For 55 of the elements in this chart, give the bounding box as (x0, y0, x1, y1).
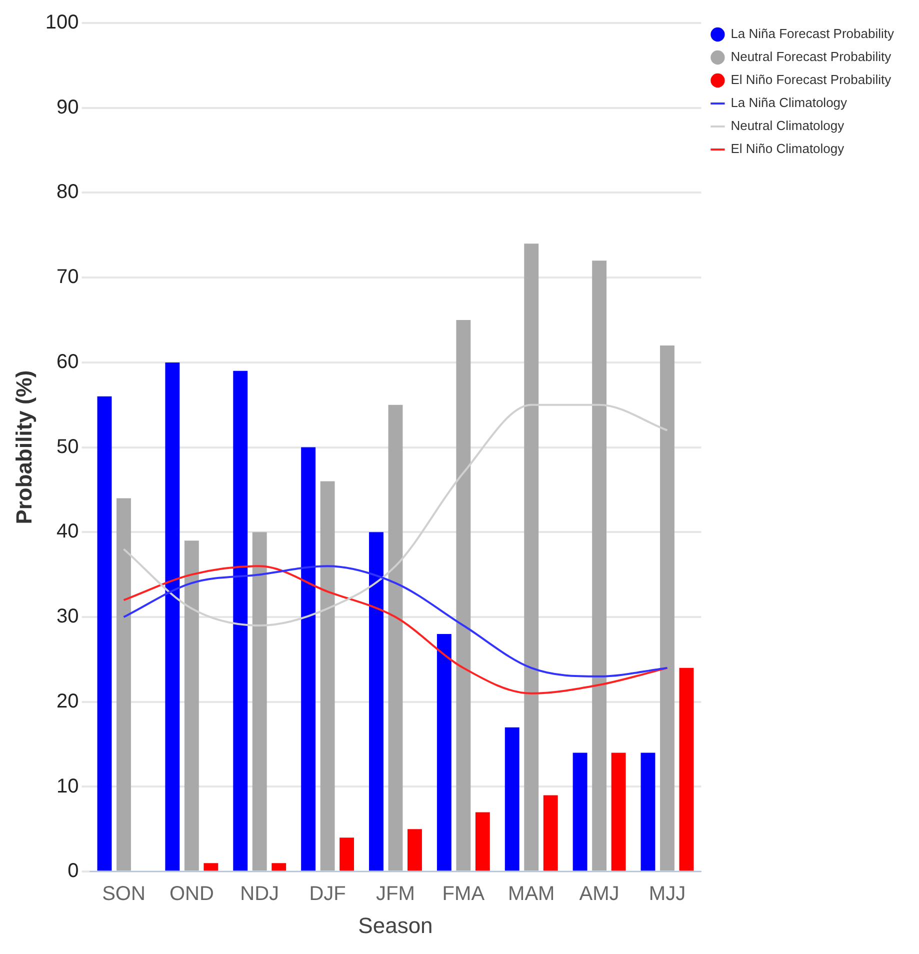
bar (679, 668, 694, 871)
bar (204, 863, 218, 871)
bar (272, 863, 286, 871)
legend-label: El Niño Climatology (730, 141, 845, 156)
legend-label: Neutral Climatology (730, 118, 845, 134)
bar (611, 752, 626, 871)
bar (660, 345, 674, 871)
line-series (122, 404, 668, 627)
bar (475, 812, 490, 871)
bar (524, 244, 539, 871)
x-tick-label: OND (169, 883, 214, 906)
bar (252, 532, 267, 871)
y-tick-label: 0 (68, 860, 79, 882)
bar (340, 838, 354, 871)
bar (388, 404, 403, 871)
y-tick-label: 10 (56, 775, 79, 798)
bar (504, 727, 520, 871)
bar (572, 752, 588, 871)
x-tick-label: MJJ (648, 883, 686, 906)
y-tick-label: 100 (45, 12, 79, 34)
y-tick-label: 20 (56, 690, 79, 712)
bar (301, 447, 316, 871)
y-tick-label: 40 (56, 520, 79, 543)
y-tick-label: 50 (56, 436, 79, 458)
x-tick-label: DJF (309, 883, 346, 906)
bar (165, 362, 180, 871)
bar (436, 634, 452, 871)
bar (592, 260, 607, 871)
bar (640, 752, 656, 871)
x-tick-label: SON (102, 883, 146, 906)
y-tick-label: 60 (56, 350, 79, 373)
legend-label: La Niña Climatology (730, 95, 848, 110)
x-tick-label: FMA (442, 883, 486, 906)
x-tick-label: MAM (508, 883, 555, 906)
legend-label: La Niña Forecast Probability (730, 26, 894, 42)
x-axis-title: Season (358, 912, 433, 938)
x-tick-label: NDJ (240, 883, 280, 906)
legend-label: Neutral Forecast Probability (730, 49, 892, 64)
y-axis-title: Probability (%) (11, 370, 36, 524)
y-tick-label: 30 (56, 606, 79, 628)
legend-label: El Niño Forecast Probability (730, 72, 892, 88)
bar (184, 540, 199, 871)
bar (97, 396, 112, 871)
bar (233, 370, 248, 871)
x-tick-label: AMJ (579, 883, 620, 906)
x-tick-label: JFM (376, 883, 415, 906)
y-tick-label: 70 (56, 266, 79, 288)
bar (116, 498, 131, 871)
bar (456, 320, 471, 871)
y-tick-label: 80 (56, 181, 79, 204)
bar (320, 481, 335, 871)
y-tick-label: 90 (56, 96, 79, 118)
bar (543, 795, 558, 871)
bar (408, 829, 422, 871)
bar (369, 532, 384, 871)
